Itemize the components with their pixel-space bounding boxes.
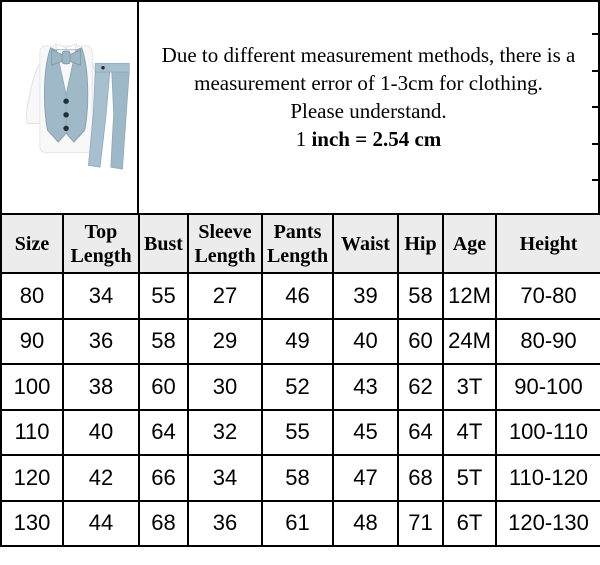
notice-line-1: Due to different measurement methods, th…	[161, 42, 576, 67]
table-row: 120 42 66 34 58 47 68 5T 110-120	[0, 454, 600, 502]
table-cell: 40	[62, 408, 140, 456]
table-cell: 90-100	[495, 363, 600, 411]
table-cell: 62	[397, 363, 444, 411]
column-header: Bust	[138, 213, 189, 274]
table-cell: 71	[397, 499, 444, 547]
table-row: 80 34 55 27 46 39 58 12M 70-80	[0, 272, 600, 320]
notice-line-4: 1 inch = 2.54 cm	[296, 125, 442, 153]
table-cell: 44	[62, 499, 140, 547]
table-cell: 64	[397, 408, 444, 456]
table-cell: 66	[138, 454, 189, 502]
table-cell: 27	[187, 272, 263, 320]
table-cell: 34	[187, 454, 263, 502]
table-cell: 5T	[442, 454, 497, 502]
size-chart-table: Size Top Length Bust Sleeve Length Pants Len…	[0, 213, 600, 547]
table-cell: 6T	[442, 499, 497, 547]
grid-stub	[592, 106, 598, 108]
table-cell: 34	[62, 272, 140, 320]
table-cell: 120	[0, 454, 64, 502]
table-cell: 52	[261, 363, 334, 411]
table-cell: 4T	[442, 408, 497, 456]
table-cell: 64	[138, 408, 189, 456]
pants-right-leg-icon	[110, 71, 130, 170]
column-header: Waist	[332, 213, 399, 274]
table-cell: 60	[397, 317, 444, 365]
table-cell: 40	[332, 317, 399, 365]
column-header: Sleeve Length	[187, 213, 263, 274]
table-cell: 42	[62, 454, 140, 502]
column-header: Size	[0, 213, 64, 274]
grid-stub	[592, 70, 598, 72]
table-cell: 60	[138, 363, 189, 411]
pants-waistband-icon	[94, 62, 130, 73]
table-row: 110 40 64 32 55 45 64 4T 100-110	[0, 408, 600, 456]
column-header: Top Length	[62, 213, 140, 274]
table-cell: 68	[397, 454, 444, 502]
notice-line-2: measurement error of 1-3cm for clothing.	[194, 70, 543, 95]
table-cell: 68	[138, 499, 189, 547]
table-cell: 70-80	[495, 272, 600, 320]
table-cell: 100-110	[495, 408, 600, 456]
table-cell: 58	[138, 317, 189, 365]
table-cell: 80	[0, 272, 64, 320]
vest-button-icon	[63, 112, 69, 118]
inch-conversion: inch = 2.54 cm	[311, 126, 442, 151]
table-cell: 48	[332, 499, 399, 547]
pants-button-icon	[101, 65, 105, 70]
column-header: Age	[442, 213, 497, 274]
table-cell: 30	[187, 363, 263, 411]
table-cell: 3T	[442, 363, 497, 411]
top-section: Due to different measurement methods, th…	[0, 0, 600, 213]
column-header: Hip	[397, 213, 444, 274]
table-cell: 47	[332, 454, 399, 502]
grid-stub	[592, 33, 598, 35]
bowtie-knot-icon	[61, 50, 71, 65]
table-cell: 100	[0, 363, 64, 411]
table-cell: 12M	[442, 272, 497, 320]
table-header-row: Size Top Length Bust Sleeve Length Pants Len…	[0, 213, 600, 274]
notice-line-3: Please understand.	[290, 98, 447, 123]
table-cell: 120-130	[495, 499, 600, 547]
table-row: 90 36 58 29 49 40 60 24M 80-90	[0, 317, 600, 365]
column-header: Height	[495, 213, 600, 274]
table-row: 130 44 68 36 61 48 71 6T 120-130	[0, 499, 600, 547]
table-cell: 39	[332, 272, 399, 320]
table-cell: 38	[62, 363, 140, 411]
table-cell: 43	[332, 363, 399, 411]
table-cell: 55	[138, 272, 189, 320]
grid-stub	[592, 179, 598, 181]
vest-button-icon	[63, 125, 69, 132]
table-cell: 36	[187, 499, 263, 547]
measurement-notice: Due to different measurement methods, th…	[139, 2, 598, 213]
table-cell: 36	[62, 317, 140, 365]
table-cell: 130	[0, 499, 64, 547]
table-cell: 29	[187, 317, 263, 365]
table-cell: 46	[261, 272, 334, 320]
table-cell: 58	[261, 454, 334, 502]
table-cell: 110	[0, 408, 64, 456]
table-cell: 61	[261, 499, 334, 547]
vest-button-icon	[63, 98, 69, 104]
pants-left-leg-icon	[88, 71, 111, 168]
grid-stub	[592, 143, 598, 145]
table-cell: 58	[397, 272, 444, 320]
table-cell: 110-120	[495, 454, 600, 502]
size-chart-sheet: Due to different measurement methods, th…	[0, 0, 600, 547]
table-cell: 55	[261, 408, 334, 456]
table-cell: 80-90	[495, 317, 600, 365]
outfit-illustration	[25, 43, 130, 170]
table-cell: 49	[261, 317, 334, 365]
table-cell: 24M	[442, 317, 497, 365]
column-header: Pants Length	[261, 213, 334, 274]
inch-prefix: 1	[295, 126, 312, 151]
table-row: 100 38 60 30 52 43 62 3T 90-100	[0, 363, 600, 411]
table-cell: 90	[0, 317, 64, 365]
table-cell: 45	[332, 408, 399, 456]
table-cell: 32	[187, 408, 263, 456]
product-photo-cell	[2, 2, 139, 213]
